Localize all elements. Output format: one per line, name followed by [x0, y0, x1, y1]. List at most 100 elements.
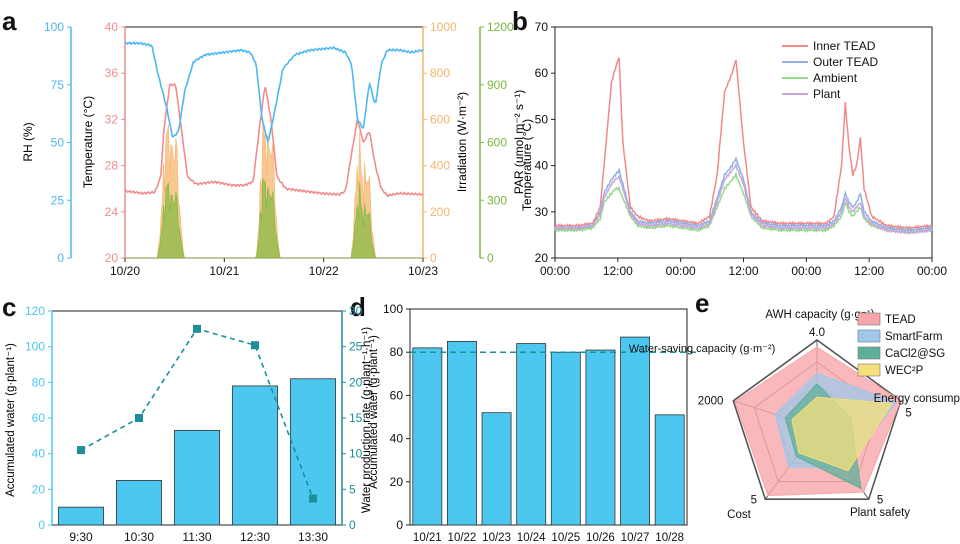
panel-d-chart: Accumulated water (g·plant⁻¹) 0 20 40 60 80 1… [368, 302, 697, 544]
panel-c-y-tick-label: 120 [25, 304, 45, 318]
panel-b-y-tick-label: 20 [535, 251, 549, 265]
panel-c-y2-tick-label: 5 [349, 482, 356, 496]
panel-c-x-tick-label: 11:30 [182, 530, 211, 544]
panel-a-axis-0-tick-label: 50 [51, 136, 65, 150]
panel-d-x-tick-label: 10/28 [655, 532, 684, 544]
panel-d-x-tick-label: 10/26 [586, 532, 615, 544]
panel-c-y2-tick-label: 20 [349, 375, 363, 389]
panel-c-bar [231, 385, 279, 526]
panel-b-x-tick-label: 00:00 [666, 264, 696, 278]
panel-c-y2-tick-label: 15 [349, 411, 363, 425]
panel-e-chart: 4.0 5 5 5 2000 AWH capacity (g·g⁻¹) Energy con… [629, 309, 960, 521]
panel-b-legend-label: Outer TEAD [813, 55, 878, 69]
panel-e-legend-swatch [857, 346, 881, 360]
panel-b-series-2-line [554, 171, 933, 235]
panel-c-y2-tick-label: 0 [349, 518, 356, 532]
panel-c-y-tick-label: 100 [25, 340, 45, 354]
panel-d-y-tick-label: 40 [390, 432, 404, 446]
panel-b-series-3-line [554, 162, 933, 236]
panel-c-x-tick-label: 12:30 [240, 530, 270, 544]
panel-b-letter: b [512, 6, 528, 36]
panel-e-axis-max-label: 4.0 [809, 327, 825, 339]
panel-d-x-tick-label: 10/24 [517, 532, 546, 544]
panel-a-axis-3-tick-label: 0 [487, 251, 494, 265]
panel-a-axis-1-tick-label: 28 [105, 159, 119, 173]
panel-a-axis-1-tick-label: 24 [105, 205, 119, 219]
panel-c-bar [115, 480, 163, 526]
panel-b-y-tick-label: 30 [535, 205, 549, 219]
panel-b-legend-label: Inner TEAD [813, 39, 876, 53]
panel-a-axis-3-tick-label: 600 [487, 136, 507, 150]
panel-e-legend-swatch [857, 312, 881, 326]
panel-c-y-tick-label: 40 [32, 447, 46, 461]
panel-b-x-tick-label: 00:00 [917, 264, 947, 278]
panel-a-axis-2-tick-label: 200 [430, 205, 450, 219]
panel-c-chart: Accumulated water (g·plant⁻¹) Water prod… [5, 304, 373, 544]
panel-d-plot-frame [409, 308, 688, 526]
panel-d-bar [516, 343, 547, 526]
panel-a-axis-irr-label: Irradiation (W·m⁻²) [455, 92, 469, 192]
panel-b-series-0-line [554, 57, 933, 231]
panel-e-axis-max-label: 5 [751, 494, 757, 506]
panel-b-chart: Temperature (°C) 20 30 40 50 60 70 00:00 12:00 0… [520, 20, 947, 278]
panel-c-y2-tick-label: 30 [349, 304, 363, 318]
panel-e-legend-label: SmartFarm [885, 331, 943, 343]
panel-b-x-tick-label: 12:00 [603, 264, 633, 278]
panel-d-x-tick-label: 10/25 [551, 532, 580, 544]
panel-a-axis-0-tick-label: 25 [51, 193, 65, 207]
panel-d-ylabel: Accumulated water (g·plant⁻¹) [368, 335, 380, 489]
panel-b-y-tick-label: 70 [535, 20, 549, 34]
panel-e-axis-label-cost: Cost [727, 509, 751, 521]
panel-b-series-1-line [554, 156, 933, 233]
panel-c-rate-point [193, 324, 201, 333]
panel-d-bar [620, 336, 651, 526]
panel-b-y-tick-label: 50 [535, 112, 549, 126]
panel-b-x-tick-label: 12:00 [728, 264, 758, 278]
panel-d-bar [585, 349, 616, 526]
panel-a-axis-2-tick-label: 800 [430, 66, 450, 80]
panel-e-axis-label-water: Water-saving capacity (g·m⁻²) [629, 343, 776, 355]
panel-a-x-tick-label: 10/22 [309, 264, 339, 278]
panel-b-ylabel: Temperature (°C) [520, 119, 534, 211]
panel-b-legend-label: Ambient [813, 71, 858, 85]
panel-c-y2-tick-label: 10 [349, 447, 363, 461]
panel-c-y2label: Water production rate (g·plant⁻¹·h⁻¹) [361, 327, 373, 513]
panel-a-axis-1-tick-label: 32 [105, 112, 119, 126]
panel-d-y-tick-label: 0 [396, 518, 403, 532]
panel-c-x-tick-label: 13:30 [298, 530, 328, 544]
panel-e-axis-label-energy: Energy consumption [874, 393, 960, 405]
panel-c-letter: c [2, 292, 16, 322]
panel-c-y-tick-label: 0 [38, 518, 45, 532]
panel-a-axis-2-tick-label: 0 [430, 251, 437, 265]
panel-a-series-temperature-line [124, 83, 424, 198]
panel-a-axis-3-tick-label: 900 [487, 78, 507, 92]
panel-e-axis-max-label: 5 [877, 494, 883, 506]
panel-c-y-tick-label: 20 [32, 482, 46, 496]
panel-a-axis-3-tick-label: 300 [487, 193, 507, 207]
panel-c-y-tick-label: 80 [32, 375, 46, 389]
panel-c-rate-point [135, 414, 143, 422]
panel-a-x-tick-label: 10/20 [110, 264, 140, 278]
panel-b-x-tick-label: 12:00 [854, 264, 884, 278]
panel-a-series-rh-line [124, 41, 424, 144]
panel-d-x-tick-label: 10/21 [413, 532, 442, 544]
panel-a-axis-1-tick-label: 40 [105, 20, 119, 34]
panel-c-bar [289, 378, 337, 526]
panel-e-legend-swatch [857, 329, 881, 343]
panel-d-y-tick-label: 100 [383, 302, 403, 316]
panel-e-axis-max-label: 2000 [698, 396, 724, 408]
panel-c-bar [57, 506, 105, 526]
panel-c-rate-point [309, 494, 317, 503]
panel-d-x-tick-label: 10/22 [448, 532, 477, 544]
panel-b-y-tick-label: 60 [535, 66, 549, 80]
panel-a-axis-2-tick-label: 600 [430, 112, 450, 126]
panel-d-bar [446, 340, 477, 526]
panel-a-letter: a [2, 6, 17, 36]
panel-d-y-tick-label: 20 [390, 475, 404, 489]
panel-c-ylabel: Accumulated water (g·plant⁻¹) [5, 343, 17, 497]
panel-a-axis-3-tick-label: 1200 [487, 20, 514, 34]
panel-a-axis-1-tick-label: 36 [105, 66, 119, 80]
panel-d-letter: d [350, 292, 366, 322]
panel-c-y2-tick-label: 25 [349, 340, 363, 354]
